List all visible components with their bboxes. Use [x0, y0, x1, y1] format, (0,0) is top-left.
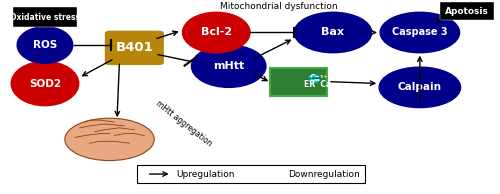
Text: ROS: ROS — [33, 40, 57, 50]
Text: Calpain: Calpain — [398, 82, 442, 92]
FancyBboxPatch shape — [440, 2, 494, 20]
Ellipse shape — [380, 12, 460, 53]
FancyBboxPatch shape — [137, 165, 365, 183]
Text: Bax: Bax — [322, 28, 344, 37]
Text: Mitochondrial dysfunction: Mitochondrial dysfunction — [220, 2, 337, 11]
Ellipse shape — [294, 12, 372, 53]
Text: Oxidative stress: Oxidative stress — [10, 13, 80, 22]
Text: Downregulation: Downregulation — [288, 170, 360, 178]
Ellipse shape — [379, 67, 460, 108]
Text: Apotosis: Apotosis — [445, 7, 489, 16]
Text: Upregulation: Upregulation — [176, 170, 235, 178]
Text: Ca²⁺: Ca²⁺ — [310, 74, 328, 83]
Text: B401: B401 — [116, 41, 153, 54]
Text: SOD2: SOD2 — [29, 79, 61, 88]
Text: Bcl-2: Bcl-2 — [200, 28, 232, 37]
Ellipse shape — [65, 118, 154, 161]
Ellipse shape — [11, 61, 78, 106]
Text: mHtt: mHtt — [213, 61, 244, 71]
Text: mHtt aggregation: mHtt aggregation — [154, 99, 214, 149]
FancyBboxPatch shape — [105, 31, 164, 65]
Ellipse shape — [192, 45, 266, 87]
Ellipse shape — [182, 12, 250, 53]
FancyBboxPatch shape — [270, 68, 327, 96]
FancyBboxPatch shape — [12, 7, 77, 27]
Text: Caspase 3: Caspase 3 — [392, 28, 448, 37]
Text: ER stress: ER stress — [302, 173, 350, 183]
Ellipse shape — [308, 75, 320, 83]
Text: ER  Ca²⁺: ER Ca²⁺ — [304, 80, 339, 89]
Ellipse shape — [17, 27, 73, 63]
